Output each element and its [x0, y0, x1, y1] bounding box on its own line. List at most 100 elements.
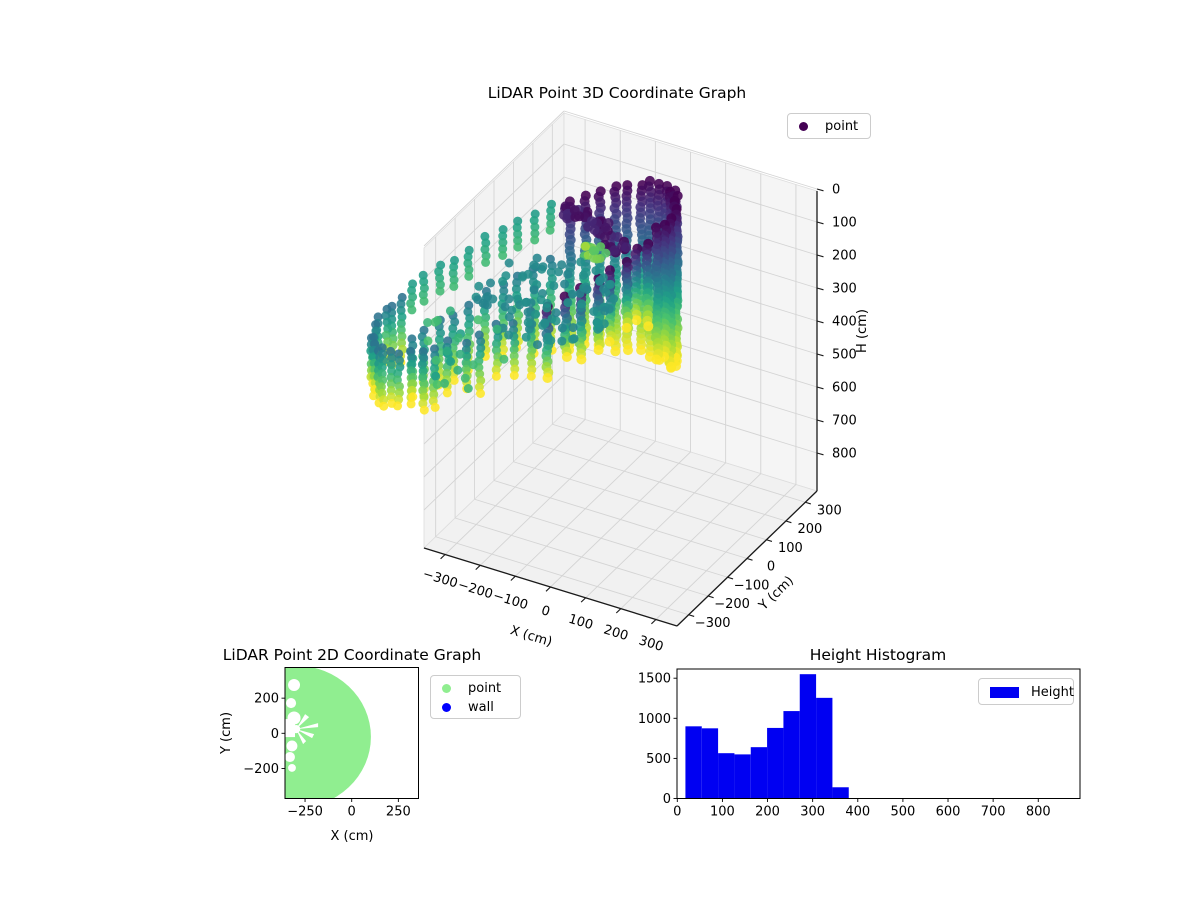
histogram-bar [767, 727, 784, 799]
lidar-point [593, 318, 603, 328]
lidar-point [531, 309, 541, 319]
x-tick-label: 700 [981, 805, 1006, 820]
x-tick-label: 400 [845, 805, 870, 820]
lidar-point [510, 338, 520, 348]
lidar-point [445, 306, 455, 316]
lidar-point [448, 323, 458, 333]
plot2d-yaxis-label: Y (cm) [219, 712, 234, 755]
y-tick-label: 500 [646, 752, 671, 767]
h-tick-label: 700 [832, 414, 857, 429]
lidar-point [460, 373, 470, 383]
plot3d-legend-item-point: point [788, 117, 870, 136]
lidar-point [509, 345, 519, 354]
histogram-legend[interactable]: Height [978, 678, 1074, 705]
lidar-point [508, 319, 518, 328]
lidar-point [498, 238, 508, 247]
lidar-point [386, 359, 396, 369]
plot3d-legend[interactable]: point [787, 113, 871, 139]
x-tick-label: 0 [673, 805, 681, 820]
lidar-point [609, 294, 619, 304]
lidar-point [581, 241, 590, 251]
plot2d-title: LiDAR Point 2D Coordinate Graph [222, 646, 482, 664]
lidar-point [523, 269, 533, 279]
lidar-point [579, 270, 588, 280]
lidar-point [408, 372, 418, 382]
y-tick [707, 595, 714, 599]
lidar-point [643, 321, 654, 332]
x-tick [651, 619, 657, 625]
x-tick [475, 564, 481, 571]
x-tick [510, 575, 516, 581]
lidar-point [568, 323, 578, 333]
lidar-point [407, 353, 417, 363]
lidar-point [551, 308, 561, 318]
lidar-point [577, 299, 587, 309]
plot3d-xaxis-label: X (cm) [508, 623, 554, 650]
lidar-point [546, 219, 556, 229]
lidar-point [592, 254, 602, 264]
lidar-point [511, 284, 521, 294]
lidar-point [454, 333, 463, 343]
lidar-point [498, 231, 508, 241]
lidar-point [521, 332, 531, 342]
lidar-point [396, 299, 406, 309]
lidar-point [431, 355, 441, 365]
lidar-point [430, 402, 440, 412]
lidar-point [589, 224, 600, 235]
histogram-bar [701, 728, 719, 799]
lidar-point [461, 345, 471, 355]
lidar-point [393, 401, 403, 411]
lidar-point [542, 373, 553, 383]
histogram-title: Height Histogram [809, 646, 947, 664]
lidar-point [435, 286, 445, 296]
x-tick-label: 300 [800, 805, 825, 820]
lidar-point [442, 368, 452, 378]
lidar-point [418, 270, 428, 280]
h-tick-label: 0 [832, 183, 840, 198]
scan-hole [285, 751, 295, 763]
x-tick-label: 500 [890, 805, 915, 820]
lidar-point [509, 371, 519, 380]
lidar-point [432, 379, 442, 389]
lidar-point [586, 216, 597, 227]
x-tick-label: −300 [421, 567, 460, 592]
y-tick-label: 300 [817, 503, 842, 518]
plot2d-axes: −250 0 250 −200 0 200 [243, 667, 419, 820]
x-tick [580, 597, 587, 603]
lidar-point [468, 360, 478, 370]
y-tick [805, 501, 811, 505]
lidar-point [377, 343, 387, 353]
lidar-point [397, 312, 407, 322]
lidar-point [504, 312, 514, 322]
histogram-bar [750, 747, 768, 799]
plot3d-point-cloud [366, 175, 683, 415]
lidar-point [377, 369, 387, 379]
lidar-point [621, 322, 632, 333]
h-tick [816, 287, 824, 291]
lidar-point [418, 347, 428, 357]
plot2d-xaxis-label: X (cm) [331, 829, 374, 844]
x-tick-label: −250 [287, 805, 323, 820]
lidar-point [473, 315, 483, 325]
y-tick [746, 557, 753, 561]
h-tick-label: 800 [832, 447, 857, 462]
lidar-point [498, 244, 508, 254]
lidar-point [379, 401, 389, 411]
h-tick [816, 386, 824, 390]
lidar-point [595, 275, 605, 285]
plot2d-legend[interactable]: point wall [430, 675, 521, 719]
lidar-point [407, 305, 417, 315]
x-tick-label: 100 [567, 612, 595, 634]
lidar-point [418, 366, 428, 376]
lidar-point [481, 257, 491, 267]
lidar-point [476, 389, 485, 398]
lidar-point [376, 382, 386, 392]
lidar-point [462, 338, 472, 348]
x-tick [440, 554, 446, 560]
histogram-bar [685, 726, 702, 799]
x-tick-label: 250 [386, 805, 411, 820]
y-tick [766, 539, 773, 542]
lidar-point [636, 345, 647, 356]
y-tick [688, 614, 695, 617]
